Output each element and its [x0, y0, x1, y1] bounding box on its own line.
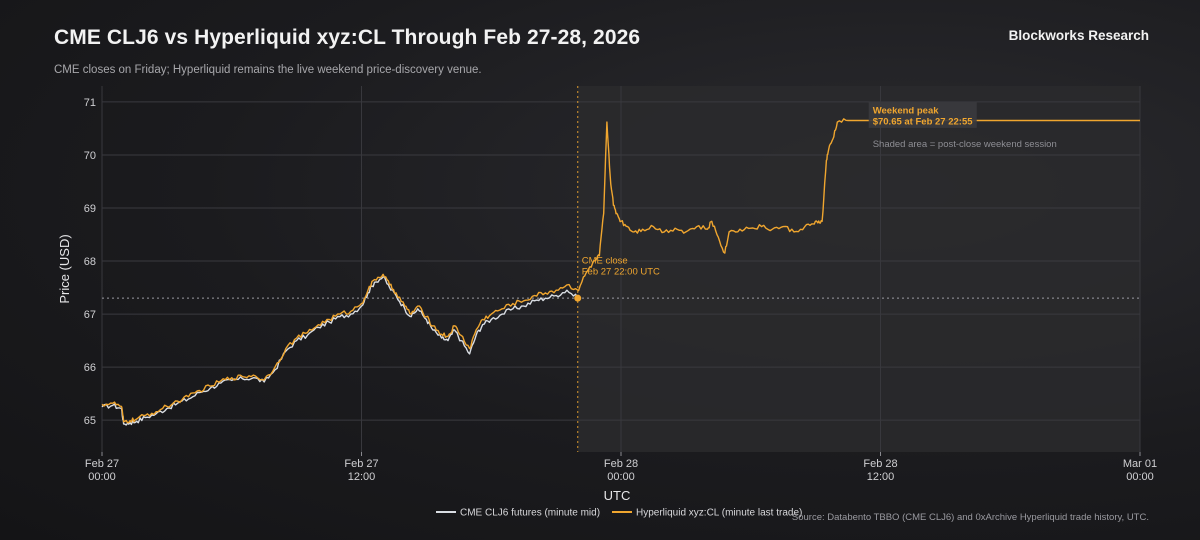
- x-axis-label: UTC: [604, 488, 631, 503]
- x-tick-label: 12:00: [348, 471, 376, 483]
- x-tick-label: 00:00: [1126, 471, 1154, 483]
- y-tick-label: 69: [84, 203, 96, 215]
- weekend-peak-value: $70.65 at Feb 27 22:55: [873, 117, 974, 128]
- y-tick-label: 70: [84, 150, 96, 162]
- weekend-shade: [577, 86, 1140, 452]
- y-tick-label: 71: [84, 97, 96, 109]
- x-tick-label: Feb 28: [604, 458, 638, 470]
- series-line-hyperliquid: [101, 118, 1140, 424]
- cme-close-time-label: Feb 27 22:00 UTC: [582, 266, 660, 277]
- x-tick-label: Feb 27: [85, 458, 119, 470]
- source-note: Source: Databento TBBO (CME CLJ6) and 0x…: [791, 512, 1149, 523]
- y-tick-labels: 65 66 67 68 69 70 71: [84, 97, 96, 427]
- series-lines: [101, 118, 1140, 426]
- x-tick-label: 12:00: [867, 471, 895, 483]
- x-tick-label: Feb 27: [344, 458, 378, 470]
- weekend-peak-box: [868, 101, 977, 128]
- cme-close-label: CME close: [582, 256, 628, 267]
- shade-note: Shaded area = post-close weekend session: [873, 139, 1057, 150]
- series-line-cme: [101, 276, 579, 426]
- y-axis-label: Price (USD): [57, 234, 72, 303]
- cme-close-dot: [574, 294, 582, 302]
- x-tick-label: Mar 01: [1123, 458, 1157, 470]
- legend: CME CLJ6 futures (minute mid) Hyperliqui…: [436, 508, 802, 519]
- y-tick-label: 65: [84, 415, 96, 427]
- legend-label-hyperliquid: Hyperliquid xyz:CL (minute last trade): [636, 508, 802, 519]
- y-tick-label: 67: [84, 309, 96, 321]
- legend-label-cme: CME CLJ6 futures (minute mid): [460, 508, 600, 519]
- chart-subtitle: CME closes on Friday; Hyperliquid remain…: [54, 64, 482, 76]
- x-tick-label: 00:00: [607, 471, 635, 483]
- x-grid: [101, 86, 1141, 456]
- brand-label: Blockworks Research: [1008, 28, 1149, 43]
- chart-title: CME CLJ6 vs Hyperliquid xyz:CL Through F…: [54, 26, 641, 49]
- y-tick-label: 68: [84, 256, 96, 268]
- x-tick-label: 00:00: [88, 471, 116, 483]
- y-tick-label: 66: [84, 362, 96, 374]
- x-tick-label: Feb 28: [863, 458, 897, 470]
- weekend-peak-label: Weekend peak: [873, 106, 940, 117]
